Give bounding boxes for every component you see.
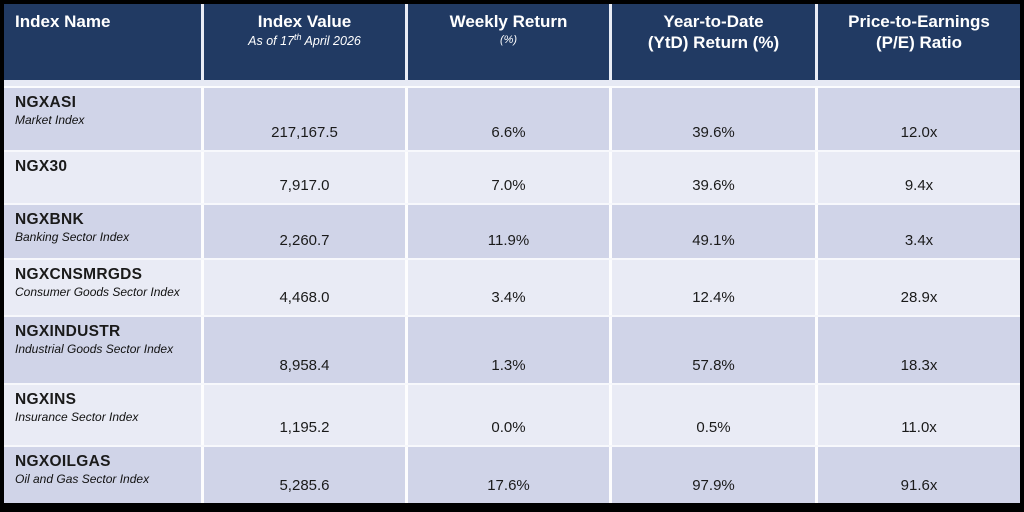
header-title: Year-to-Date xyxy=(663,12,764,31)
header-title-line2: (P/E) Ratio xyxy=(876,32,962,52)
ytd-return-cell: 39.6% xyxy=(612,88,818,150)
weekly-return-cell: 7.0% xyxy=(408,152,612,203)
index-ticker: NGXINDUSTR xyxy=(15,323,121,340)
table-row-ngxins: NGXINS Insurance Sector Index 1,195.2 0.… xyxy=(4,383,1020,445)
ytd-return-cell: 39.6% xyxy=(612,152,818,203)
index-name-cell: NGXINDUSTR Industrial Goods Sector Index xyxy=(4,317,204,383)
weekly-return-cell: 6.6% xyxy=(408,88,612,150)
weekly-return-cell: 17.6% xyxy=(408,447,612,503)
ytd-return-cell: 49.1% xyxy=(612,205,818,258)
index-value-cell: 1,195.2 xyxy=(204,385,408,445)
index-value-cell: 217,167.5 xyxy=(204,88,408,150)
index-name-cell: NGXBNK Banking Sector Index xyxy=(4,205,204,258)
ytd-return-cell: 0.5% xyxy=(612,385,818,445)
index-value-cell: 2,260.7 xyxy=(204,205,408,258)
weekly-return-cell: 3.4% xyxy=(408,260,612,315)
index-name-cell: NGX30 xyxy=(4,152,204,203)
pe-ratio-cell: 3.4x xyxy=(904,232,934,249)
pe-ratio-cell: 9.4x xyxy=(904,177,934,194)
table-row-ngxasi: NGXASI Market Index 217,167.5 6.6% 39.6%… xyxy=(4,88,1020,150)
header-title: Index Name xyxy=(15,12,111,31)
index-ticker: NGXBNK xyxy=(15,211,84,228)
index-description: Market Index xyxy=(15,113,85,127)
index-value-cell: 7,917.0 xyxy=(204,152,408,203)
index-description: Banking Sector Index xyxy=(15,230,130,244)
table-row-ngx30: NGX30 7,917.0 7.0% 39.6% 9.4x xyxy=(4,150,1020,203)
ytd-return-cell: 97.9% xyxy=(612,447,818,503)
table-row-ngxbnk: NGXBNK Banking Sector Index 2,260.7 11.9… xyxy=(4,203,1020,258)
index-description: Consumer Goods Sector Index xyxy=(15,285,180,299)
header-weekly-return: Weekly Return (%) xyxy=(408,4,612,80)
table-row-ngxoilgas: NGXOILGAS Oil and Gas Sector Index 5,285… xyxy=(4,445,1020,503)
index-ticker: NGXINS xyxy=(15,391,77,408)
header-asof-date: As of 17th April 2026 xyxy=(248,31,361,48)
header-index-name: Index Name xyxy=(4,4,204,80)
index-name-cell: NGXINS Insurance Sector Index xyxy=(4,385,204,445)
pe-ratio-cell: 11.0x xyxy=(901,419,937,436)
index-ticker: NGXOILGAS xyxy=(15,453,111,470)
index-ticker: NGX30 xyxy=(15,158,68,175)
index-value-cell: 4,468.0 xyxy=(204,260,408,315)
ytd-return-cell: 57.8% xyxy=(612,317,818,383)
index-ticker: NGXASI xyxy=(15,94,77,111)
pe-ratio-cell: 28.9x xyxy=(900,289,938,306)
header-separator xyxy=(4,80,1020,88)
index-value-cell: 5,285.6 xyxy=(204,447,408,503)
index-ticker: NGXCNSMRGDS xyxy=(15,266,143,283)
index-name-cell: NGXOILGAS Oil and Gas Sector Index xyxy=(4,447,204,503)
weekly-return-cell: 1.3% xyxy=(408,317,612,383)
header-pe-ratio: Price-to-Earnings (P/E) Ratio xyxy=(818,4,1020,80)
header-index-value: Index Value As of 17th April 2026 xyxy=(204,4,408,80)
header-title: Price-to-Earnings xyxy=(848,12,990,31)
pe-ratio-cell: 12.0x xyxy=(900,124,938,141)
weekly-return-cell: 0.0% xyxy=(408,385,612,445)
index-description: Oil and Gas Sector Index xyxy=(15,472,150,486)
pe-ratio-cell: 91.6x xyxy=(900,477,938,494)
index-name-cell: NGXASI Market Index xyxy=(4,88,204,150)
header-title-line2: (YtD) Return (%) xyxy=(647,32,780,52)
index-description: Industrial Goods Sector Index xyxy=(15,342,174,356)
table-row-ngxindustr: NGXINDUSTR Industrial Goods Sector Index… xyxy=(4,315,1020,383)
table-header: Index Name Index Value As of 17th April … xyxy=(4,4,1020,80)
table-row-ngxcnsmrgds: NGXCNSMRGDS Consumer Goods Sector Index … xyxy=(4,258,1020,315)
header-unit: (%) xyxy=(499,33,518,46)
weekly-return-cell: 11.9% xyxy=(408,205,612,258)
index-value-cell: 8,958.4 xyxy=(204,317,408,383)
ytd-return-cell: 12.4% xyxy=(612,260,818,315)
pe-ratio-cell: 18.3x xyxy=(900,357,938,374)
header-title: Index Value xyxy=(257,12,352,31)
header-title: Weekly Return xyxy=(449,12,568,31)
index-description: Insurance Sector Index xyxy=(15,410,139,424)
header-ytd-return: Year-to-Date (YtD) Return (%) xyxy=(612,4,818,80)
index-name-cell: NGXCNSMRGDS Consumer Goods Sector Index xyxy=(4,260,204,315)
